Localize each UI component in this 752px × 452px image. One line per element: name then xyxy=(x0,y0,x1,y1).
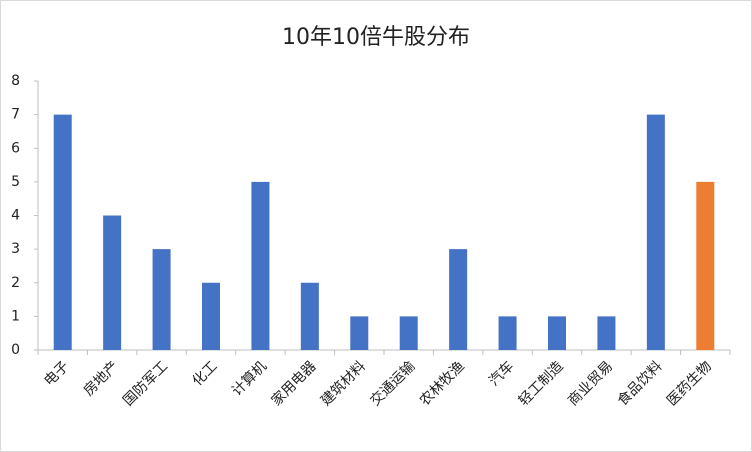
bar xyxy=(696,181,715,350)
y-tick-label: 4 xyxy=(11,208,20,224)
bar xyxy=(597,316,616,350)
chart-title: 10年10倍牛股分布 xyxy=(282,25,470,50)
bar xyxy=(548,316,566,350)
y-tick-label: 1 xyxy=(11,308,20,324)
bar xyxy=(53,114,72,350)
y-tick-label: 0 xyxy=(11,342,20,358)
bar xyxy=(350,316,369,350)
bar xyxy=(646,114,665,350)
y-tick-label: 7 xyxy=(11,107,20,123)
bar xyxy=(449,249,468,350)
bar xyxy=(103,215,122,350)
bar xyxy=(202,282,220,350)
bar xyxy=(152,249,171,350)
y-tick-label: 3 xyxy=(11,241,20,257)
y-tick-label: 5 xyxy=(11,174,20,190)
bar xyxy=(300,282,319,350)
bar xyxy=(399,316,418,350)
bar xyxy=(498,316,517,350)
y-tick-label: 8 xyxy=(11,73,20,89)
y-tick-label: 2 xyxy=(11,275,20,291)
bar xyxy=(251,181,270,350)
y-tick-label: 6 xyxy=(11,140,20,156)
